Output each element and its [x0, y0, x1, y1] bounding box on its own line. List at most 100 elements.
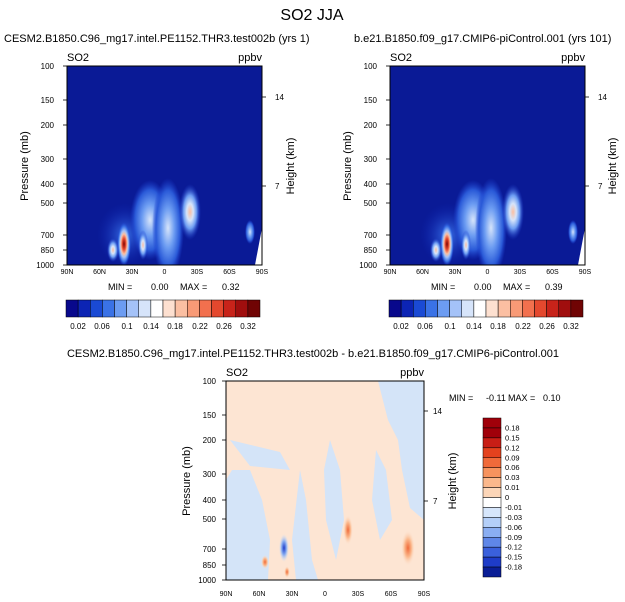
- colorbar-swatch: [482, 427, 502, 439]
- colorbar-swatch: [482, 437, 502, 449]
- colorbar-label: 0.26: [539, 322, 555, 331]
- colorbar-label: 0.32: [563, 322, 579, 331]
- y-axis-ticks: 100 150 200 300 400 500 700 850 1000: [36, 62, 54, 270]
- right-axis-label: Height (km): [285, 138, 297, 195]
- x-tick-label: 60N: [253, 591, 266, 598]
- negative-region-mid: [324, 440, 344, 560]
- colorbar-label: -0.15: [505, 553, 522, 562]
- colorbar-label: 0.06: [94, 322, 110, 331]
- colorbar-label: 0.06: [505, 463, 520, 472]
- units-label: ppbv: [400, 367, 424, 379]
- colorbar: [388, 299, 584, 318]
- colorbar-swatch: [77, 299, 91, 318]
- x-tick-label: 90S: [579, 269, 592, 276]
- max-value: 0.32: [222, 282, 240, 292]
- x-tick-label: 90S: [256, 269, 269, 276]
- units-label: ppbv: [561, 52, 585, 64]
- colorbar-label: 0.14: [143, 322, 159, 331]
- colorbar-swatch: [126, 299, 139, 318]
- colorbar-swatch: [162, 299, 176, 318]
- colorbar-swatch: [522, 299, 535, 318]
- height-tick-label: 14: [598, 93, 607, 102]
- variable-label: SO2: [226, 367, 248, 379]
- negative-region-nh-lower: [226, 470, 270, 580]
- max-label: MAX =: [503, 282, 530, 292]
- colorbar-label: 0.03: [505, 473, 520, 482]
- y-axis-label: Pressure (mb): [342, 131, 354, 201]
- colorbar-label: 0.09: [505, 453, 520, 462]
- colorbar-labels: 0.02 0.06 0.1 0.14 0.18 0.22 0.26 0.32: [393, 322, 579, 331]
- colorbar-label: 0.15: [505, 433, 520, 442]
- plot-frame: [66, 65, 263, 266]
- y-tick-label: 100: [203, 377, 217, 386]
- plume-tropics: [152, 178, 184, 265]
- y-tick-label: 400: [364, 180, 378, 189]
- minmax-readout: MIN = -0.11 MAX = 0.10: [449, 393, 561, 403]
- colorbar-swatch: [482, 537, 502, 548]
- y-tick-label: 500: [41, 199, 55, 208]
- plume-nh-40n: [107, 238, 119, 262]
- minmax-readout: MIN = 0.00 MAX = 0.39: [431, 282, 563, 292]
- colorbar-swatch: [482, 507, 502, 518]
- colorbar-label: 0.1: [444, 322, 456, 331]
- plume-nh-40n: [430, 238, 442, 262]
- y-axis-ticks: 100 150 200 300 400 500 700 850 1000: [198, 377, 216, 585]
- colorbar-swatch: [558, 299, 572, 318]
- negative-region-sh-upper: [378, 381, 424, 520]
- x-tick-label: 30N: [126, 269, 139, 276]
- topography-mask: [578, 228, 585, 265]
- colorbar-label: -0.03: [505, 513, 522, 522]
- variable-label: SO2: [390, 52, 412, 64]
- colorbar-swatch: [473, 299, 487, 318]
- x-tick-label: 90N: [220, 591, 233, 598]
- colorbar-swatch: [482, 566, 502, 578]
- right-axis-label: Height (km): [447, 453, 459, 510]
- height-tick-label: 7: [598, 182, 603, 191]
- colorbar-swatch: [150, 299, 164, 318]
- plume-sh-60s: [568, 220, 578, 244]
- figure-title: SO2 JJA: [280, 7, 343, 24]
- x-tick-label: 90N: [384, 269, 397, 276]
- colorbar-swatch: [482, 497, 502, 508]
- height-tick-label: 7: [433, 497, 438, 506]
- colorbar-swatch: [482, 527, 502, 538]
- colorbar-swatch: [211, 299, 224, 318]
- x-tick-label: 0: [163, 269, 167, 276]
- negative-anomaly-nh-30n: [279, 534, 289, 562]
- min-value: 0.00: [474, 282, 492, 292]
- plume-eq: [138, 230, 148, 260]
- plot-frame: [225, 380, 425, 581]
- colorbar-swatch: [449, 299, 462, 318]
- panel-title: CESM2.B1850.C96_mg17.intel.PE1152.THR3.t…: [4, 33, 310, 45]
- plot-frame: [389, 65, 586, 266]
- colorbar: [482, 417, 502, 578]
- colorbar-label: -0.12: [505, 543, 522, 552]
- colorbar-swatch: [570, 299, 584, 318]
- height-tick-label: 7: [275, 182, 280, 191]
- colorbar-label: 0.26: [216, 322, 232, 331]
- y-tick-label: 500: [203, 515, 217, 524]
- min-label: MIN =: [449, 393, 473, 403]
- colorbar-swatch: [482, 467, 502, 478]
- colorbar-swatch: [461, 299, 475, 318]
- positive-anomaly-sh-20s: [343, 515, 353, 545]
- colorbar-label: 0.02: [393, 322, 409, 331]
- y-tick-label: 100: [41, 62, 55, 71]
- positive-anomaly-nh-45n: [261, 555, 269, 569]
- y-tick-label: 400: [41, 180, 55, 189]
- y-tick-label: 500: [364, 199, 378, 208]
- height-tick-label: 14: [433, 407, 442, 416]
- colorbar-swatch: [482, 447, 502, 458]
- colorbar-labels: 0.180.150.120.090.060.030.010-0.01-0.03-…: [505, 423, 522, 571]
- colorbar-swatch: [114, 299, 127, 318]
- x-tick-label: 30N: [286, 591, 299, 598]
- minmax-readout: MIN = 0.00 MAX = 0.32: [108, 282, 240, 292]
- colorbar-labels: 0.02 0.06 0.1 0.14 0.18 0.22 0.26 0.32: [70, 322, 256, 331]
- colorbar-swatch: [90, 299, 103, 318]
- y-tick-label: 100: [364, 62, 378, 71]
- y-tick-marks: [63, 65, 266, 266]
- colorbar-swatch: [546, 299, 559, 318]
- colorbar-swatch: [102, 299, 115, 318]
- x-axis-ticks: 90N 60N 30N 0 30S 60S 90S: [220, 591, 431, 598]
